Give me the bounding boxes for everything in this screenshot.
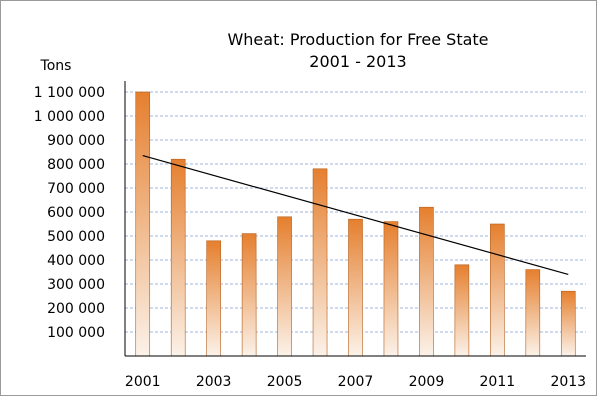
bars: [135, 91, 576, 357]
y-tick-label: 100 000: [47, 325, 105, 341]
x-tick-label: 2001: [125, 374, 161, 390]
bar-2004: [241, 233, 257, 357]
bar-2008: [383, 221, 399, 357]
trendline-group: [142, 155, 569, 275]
x-tick-label: 2007: [338, 374, 374, 390]
y-axis-label: Tons: [40, 58, 72, 74]
bar-2005: [277, 216, 292, 357]
y-tick-label: 600 000: [47, 205, 105, 221]
bar-2013: [560, 290, 576, 357]
x-tick-labels: 2001 2003 2005 2007 2009 2011 2013: [125, 374, 586, 390]
trendline: [142, 155, 569, 275]
bar-2001: [135, 91, 151, 357]
y-tick-label: 900 000: [47, 133, 105, 149]
bar-2007: [348, 218, 363, 357]
y-tick-label: 400 000: [47, 253, 105, 269]
y-tick-label: 300 000: [47, 277, 105, 293]
bar-2006: [312, 168, 328, 357]
y-tick-label: 800 000: [47, 157, 105, 173]
bar-2002: [170, 158, 186, 357]
axes: [124, 81, 586, 357]
chart-subtitle: 2001 - 2013: [309, 52, 406, 71]
y-tick-label: 500 000: [47, 229, 105, 245]
y-tick-label: 1 000 000: [34, 109, 105, 125]
bar-2003: [206, 240, 221, 357]
x-tick-label: 2013: [550, 374, 586, 390]
bar-2012: [525, 269, 541, 357]
y-tick-labels: 100 000 200 000 300 000 400 000 500 000 600 0…: [34, 85, 105, 341]
x-tick-label: 2009: [409, 374, 445, 390]
y-tick-label: 200 000: [47, 301, 105, 317]
x-tick-label: 2011: [480, 374, 516, 390]
y-tick-label: 1 100 000: [34, 85, 105, 101]
chart-title: Wheat: Production for Free State: [227, 30, 488, 49]
bar-2009: [419, 206, 434, 357]
bar-2011: [490, 223, 505, 357]
y-tick-label: 700 000: [47, 181, 105, 197]
x-tick-label: 2005: [267, 374, 303, 390]
x-tick-label: 2003: [196, 374, 232, 390]
bar-2010: [454, 264, 470, 357]
